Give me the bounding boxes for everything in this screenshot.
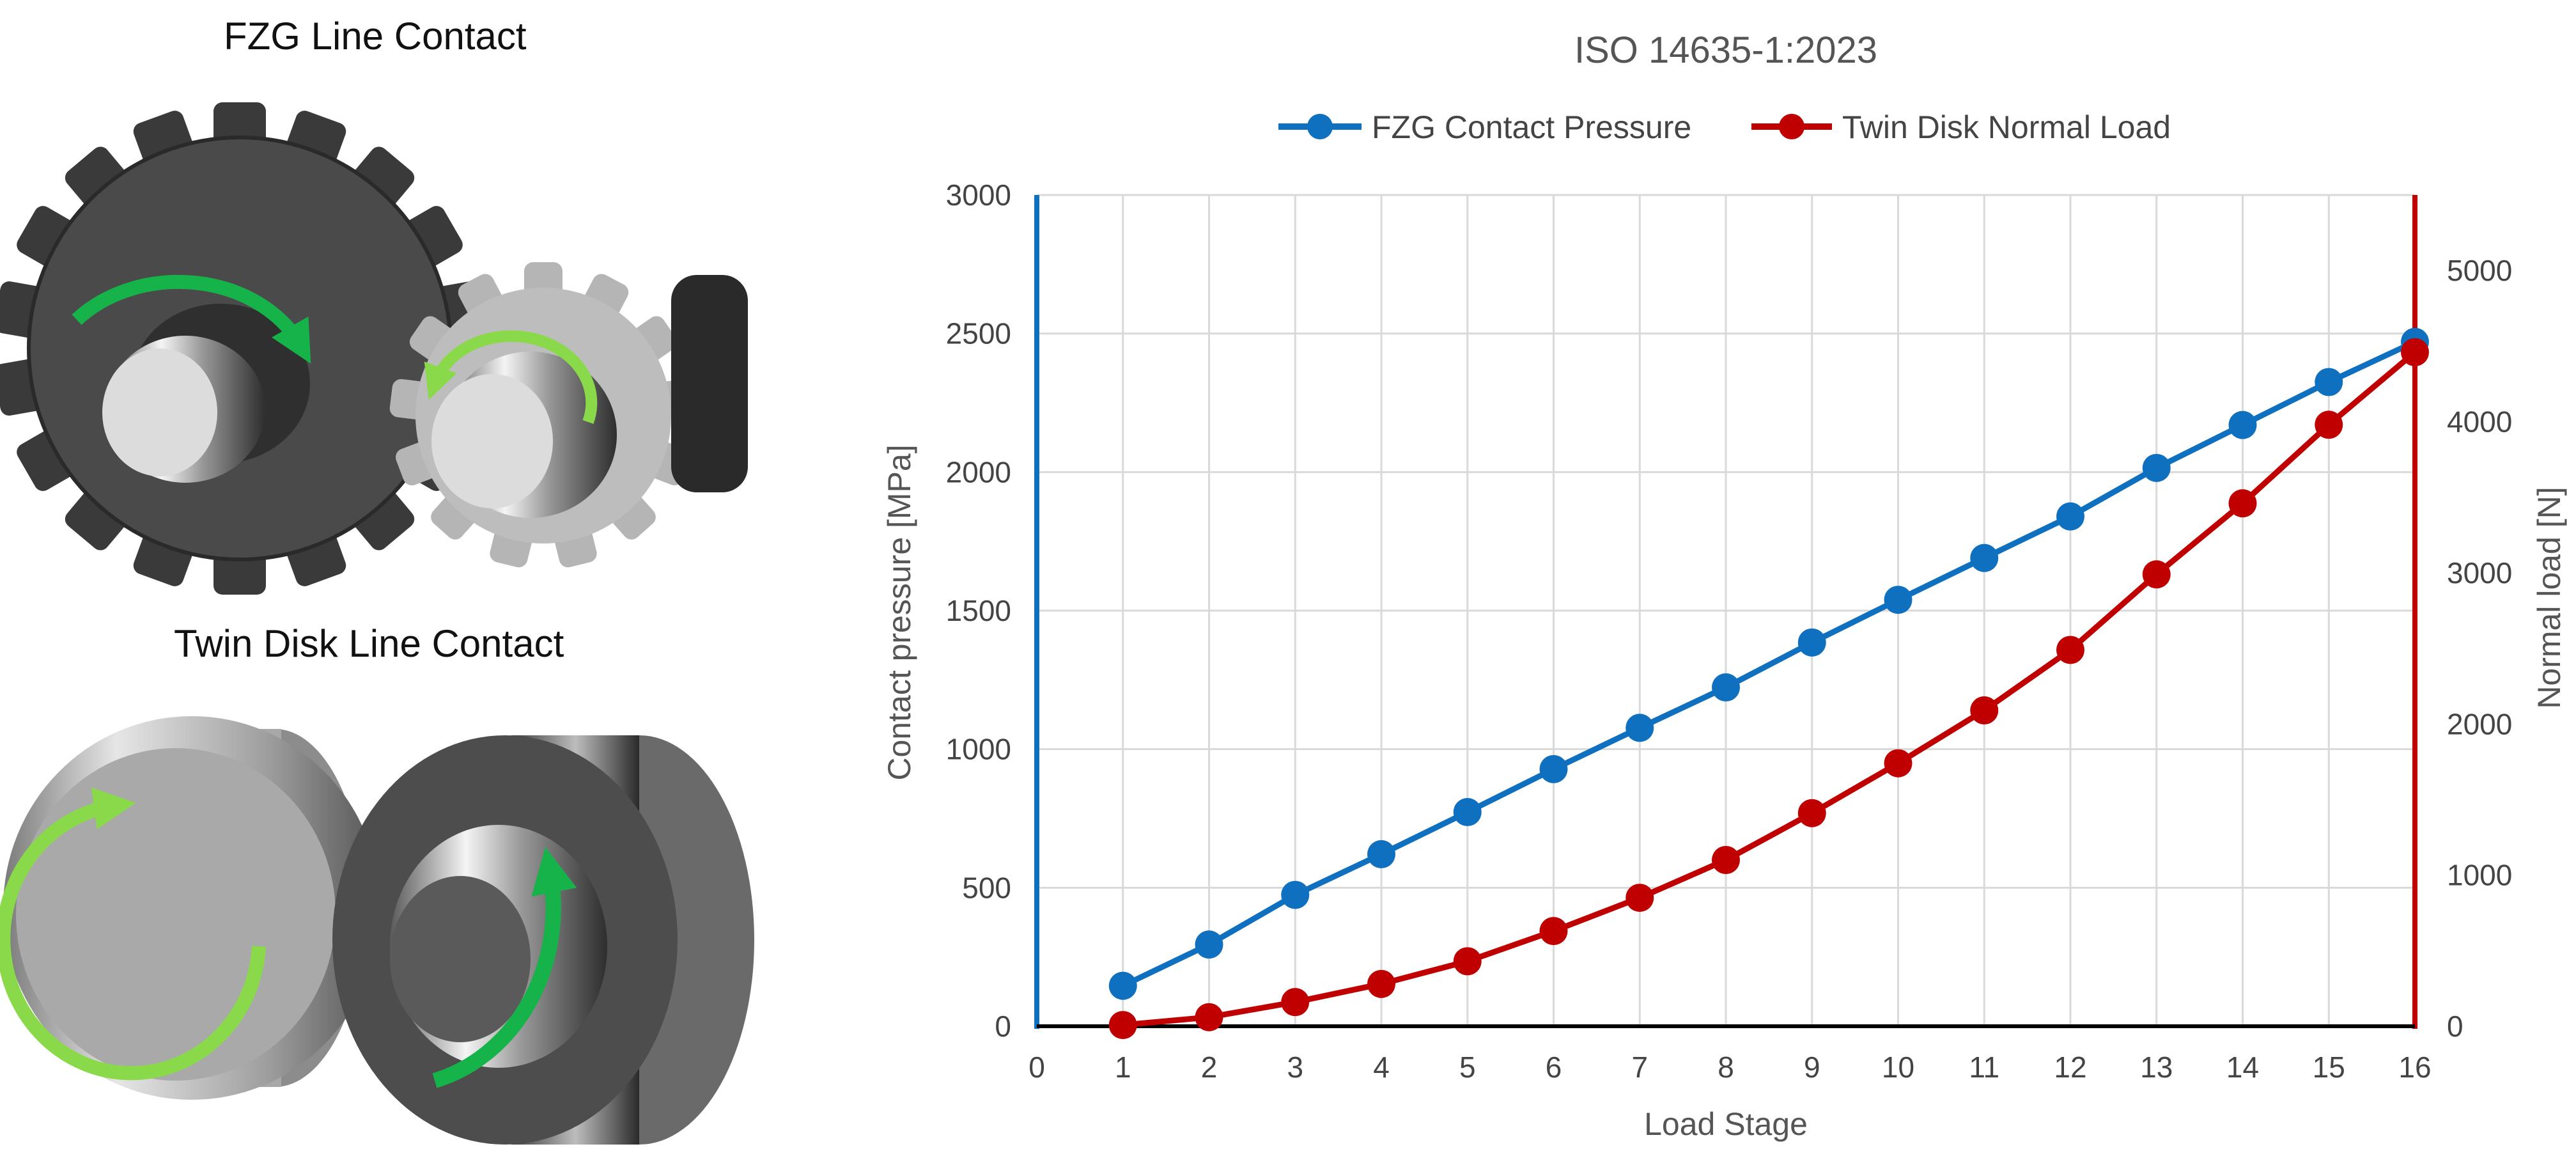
data-point-twin-disk — [1281, 988, 1310, 1017]
data-point-fzg — [1626, 714, 1654, 742]
x-tick-label: 6 — [1546, 1051, 1562, 1084]
data-point-twin-disk — [1453, 947, 1482, 976]
data-point-twin-disk — [1970, 696, 1999, 724]
y2-tick-label: 3000 — [2447, 556, 2512, 590]
series — [1108, 327, 2429, 1040]
data-point-twin-disk — [2315, 410, 2343, 439]
rotation-arrow-icon — [432, 847, 577, 1088]
fzg-caption: FZG Line Contact — [224, 15, 527, 58]
x-axis-title: Load Stage — [1644, 1106, 1808, 1142]
data-point-twin-disk — [1539, 917, 1568, 946]
data-point-fzg — [2315, 368, 2343, 396]
x-tick-label: 12 — [2054, 1051, 2086, 1084]
data-point-twin-disk — [2142, 560, 2171, 589]
illustration-panel: FZG Line Contact Twin Disk Line Contact — [0, 0, 818, 1165]
y2-tick-label: 5000 — [2447, 254, 2512, 287]
x-tick-label: 11 — [1969, 1051, 1999, 1084]
y-tick-label: 0 — [995, 1010, 1011, 1043]
data-point-twin-disk — [2228, 489, 2257, 518]
data-point-twin-disk — [1797, 799, 1826, 827]
y-tick-label: 2500 — [946, 317, 1011, 350]
twin-disk-caption: Twin Disk Line Contact — [174, 622, 564, 665]
y2-axis-title: Normal load [N] — [2531, 487, 2567, 708]
data-point-fzg — [1367, 840, 1395, 868]
y-tick-label: 1000 — [946, 733, 1011, 766]
x-tick-label: 4 — [1373, 1051, 1390, 1084]
legend-item-fzg: FZG Contact Pressure — [1278, 109, 1691, 145]
x-tick-label: 16 — [2398, 1051, 2431, 1084]
data-point-fzg — [1539, 755, 1568, 783]
data-point-twin-disk — [2401, 338, 2429, 366]
rotation-arrow-icon — [424, 330, 598, 425]
data-point-twin-disk — [1626, 884, 1654, 912]
illustration-svg — [0, 102, 754, 1145]
x-tick-label: 1 — [1115, 1051, 1131, 1084]
legend-label-fzg: FZG Contact Pressure — [1372, 109, 1691, 145]
series-line-fzg — [1121, 339, 2416, 989]
y-tick-label: 1500 — [946, 594, 1011, 627]
x-tick-label: 15 — [2313, 1051, 2345, 1084]
x-tick-label: 13 — [2140, 1051, 2173, 1084]
data-point-twin-disk — [1367, 969, 1395, 998]
legend: FZG Contact Pressure Twin Disk Normal Lo… — [1278, 109, 2171, 145]
y2-tick-label: 4000 — [2447, 405, 2512, 439]
y-tick-label: 2000 — [946, 455, 1011, 489]
series-line-twin-disk — [1122, 350, 2417, 1028]
x-tick-label: 14 — [2226, 1051, 2259, 1084]
data-point-fzg — [1453, 798, 1482, 827]
x-tick-label: 8 — [1718, 1051, 1734, 1084]
data-point-twin-disk — [2056, 636, 2084, 664]
x-tick-label: 5 — [1459, 1051, 1476, 1084]
legend-label-twin-disk: Twin Disk Normal Load — [1842, 109, 2171, 145]
data-point-fzg — [2056, 502, 2084, 531]
x-tick-label: 0 — [1028, 1051, 1045, 1084]
data-point-fzg — [1195, 930, 1223, 959]
chart-title: ISO 14635-1:2023 — [1574, 29, 1877, 71]
data-point-fzg — [1281, 880, 1310, 909]
data-point-twin-disk — [1108, 1011, 1137, 1040]
y2-tick-label: 1000 — [2447, 859, 2512, 892]
y2-tick-label: 2000 — [2447, 707, 2512, 740]
y-tick-label: 500 — [962, 871, 1011, 904]
y-axis-title: Contact pressure [MPa] — [881, 444, 917, 780]
y-tick-label: 3000 — [946, 178, 1011, 212]
x-tick-label: 3 — [1287, 1051, 1303, 1084]
x-tick-label: 9 — [1804, 1051, 1820, 1084]
data-point-twin-disk — [1884, 749, 1913, 778]
data-point-twin-disk — [1712, 846, 1740, 874]
rotation-arrow-icon — [0, 787, 266, 1081]
data-point-fzg — [2142, 453, 2171, 482]
data-point-fzg — [1797, 628, 1826, 657]
data-point-fzg — [1108, 971, 1137, 1000]
x-tick-label: 7 — [1631, 1051, 1648, 1084]
y2-tick-label: 0 — [2447, 1010, 2463, 1043]
data-point-fzg — [1970, 543, 1999, 572]
data-point-fzg — [1712, 673, 1740, 702]
x-tick-label: 10 — [1882, 1051, 1914, 1084]
x-tick-label: 2 — [1201, 1051, 1218, 1084]
rotation-arrow-icon — [72, 274, 311, 364]
data-point-fzg — [2228, 410, 2257, 439]
data-point-fzg — [1884, 586, 1913, 614]
tick-labels: 0 1 2 3 4 5 6 7 8 9 10 11 12 13 14 15 160500100015002000… — [946, 178, 2513, 1084]
legend-item-twin-disk: Twin Disk Normal Load — [1751, 109, 2171, 145]
large-gear-icon — [0, 102, 486, 595]
data-point-twin-disk — [1195, 1003, 1223, 1031]
gridlines — [1036, 194, 2416, 1028]
